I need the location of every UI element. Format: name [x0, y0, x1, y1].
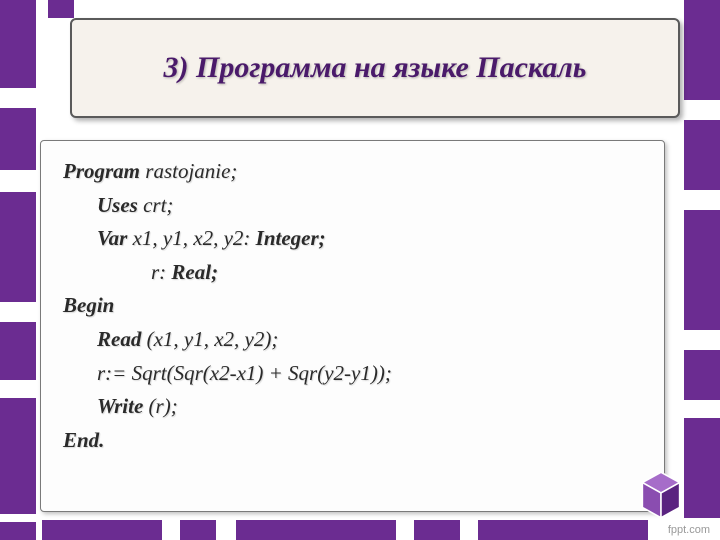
kw-real: Real; — [171, 260, 218, 284]
code-mid-3: x1, y1, x2, y2: — [127, 226, 255, 250]
code-rest-8: (r); — [143, 394, 177, 418]
code-rest-6: (x1, y1, x2, y2); — [141, 327, 278, 351]
code-line-8: Write (r); — [63, 390, 642, 424]
code-line-3: Var x1, y1, x2, y2: Integer; — [63, 222, 642, 256]
code-line-4: r: Real; — [63, 256, 642, 290]
code-pre-4: r: — [151, 260, 171, 284]
kw-read: Read — [97, 327, 141, 351]
kw-var: Var — [97, 226, 127, 250]
slide: 3) Программа на языке Паскаль Program ra… — [0, 0, 720, 540]
code-line-7: r:= Sqrt(Sqr(x2-x1) + Sqr(y2-y1)); — [63, 357, 642, 391]
watermark: fppt.com — [668, 524, 710, 536]
code-line-2: Uses crt; — [63, 189, 642, 223]
code-line-5: Begin — [63, 289, 642, 323]
kw-end: End. — [63, 428, 104, 452]
kw-begin: Begin — [63, 293, 114, 317]
code-line-6: Read (x1, y1, x2, y2); — [63, 323, 642, 357]
code-rest-1: rastojanie; — [140, 159, 237, 183]
code-box: Program rastojanie; Uses crt; Var x1, y1… — [40, 140, 665, 512]
kw-integer: Integer; — [256, 226, 326, 250]
kw-program: Program — [63, 159, 140, 183]
cube-icon — [630, 464, 692, 526]
code-line-9: End. — [63, 424, 642, 458]
kw-uses: Uses — [97, 193, 138, 217]
code-rest-2: crt; — [138, 193, 174, 217]
slide-title: 3) Программа на языке Паскаль — [164, 49, 587, 87]
title-box: 3) Программа на языке Паскаль — [70, 18, 680, 118]
kw-write: Write — [97, 394, 143, 418]
code-line-1: Program rastojanie; — [63, 155, 642, 189]
